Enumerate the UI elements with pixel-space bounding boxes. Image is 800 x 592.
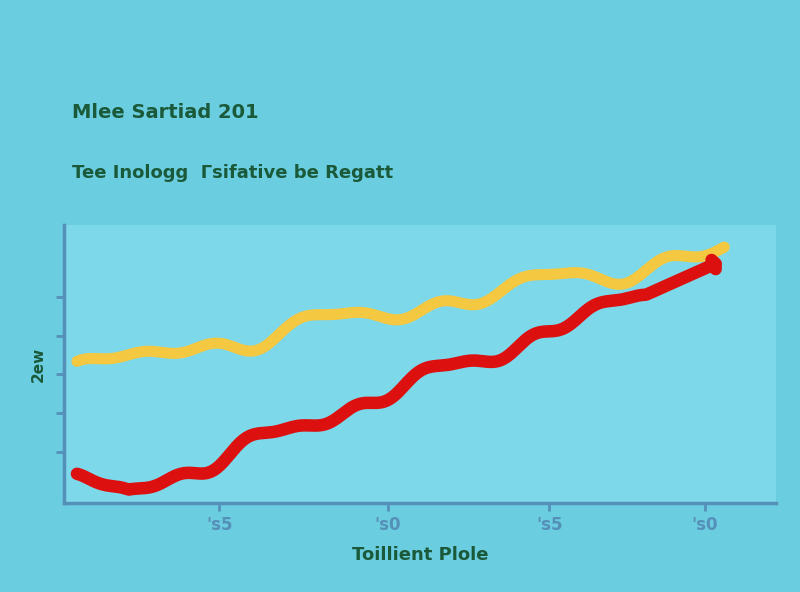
Y-axis label: 2ew: 2ew xyxy=(30,346,46,382)
Text: Tee Inologg  Γsifative be Regatt: Tee Inologg Γsifative be Regatt xyxy=(72,163,393,182)
X-axis label: Toillient Plole: Toillient Plole xyxy=(352,545,488,564)
Text: Mlee Sartiad 201: Mlee Sartiad 201 xyxy=(72,104,258,123)
